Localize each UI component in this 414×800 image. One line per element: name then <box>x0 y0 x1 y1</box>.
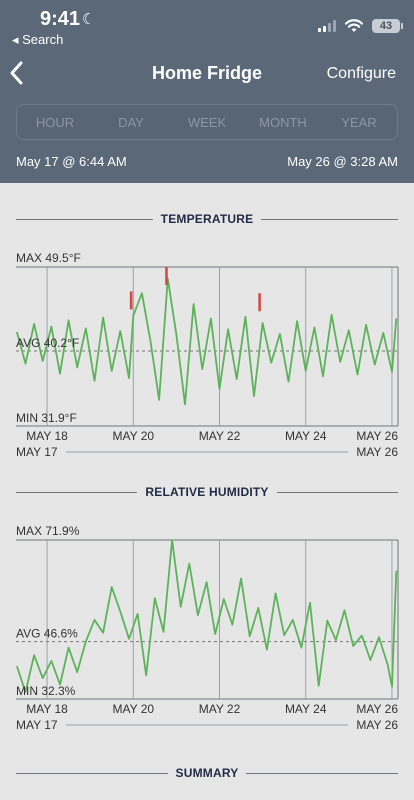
back-chevron-icon[interactable] <box>8 60 26 86</box>
segment-day[interactable]: DAY <box>118 114 144 130</box>
battery-icon: 43 <box>372 18 403 33</box>
wifi-icon <box>344 19 364 32</box>
range-start-tick: MAY 17 <box>16 445 58 459</box>
moon-icon: ☾ <box>82 11 96 28</box>
status-icons: 43 <box>318 18 403 33</box>
x-tick-label: MAY 22 <box>199 429 241 443</box>
segment-hour[interactable]: HOUR <box>35 114 75 130</box>
back-to-search-link[interactable]: ◂ Search <box>12 32 64 47</box>
avg-label: AVG 40.2°F <box>16 336 79 350</box>
x-tick-label: MAY 18 <box>26 702 68 716</box>
status-time: 9:41 <box>40 8 81 30</box>
range-end-tick: MAY 26 <box>356 718 398 732</box>
configure-button[interactable]: Configure <box>326 65 396 82</box>
divider <box>16 218 153 220</box>
max-label: MAX 49.5°F <box>16 251 81 265</box>
divider <box>276 491 398 493</box>
divider <box>261 218 398 220</box>
summary-section-title: SUMMARY <box>175 766 239 780</box>
series-line <box>16 539 398 694</box>
temperature-section-header: TEMPERATURE <box>16 210 398 228</box>
series-line <box>16 277 398 406</box>
x-tick-label: MAY 26 <box>356 702 398 716</box>
humidity-section-header: RELATIVE HUMIDITY <box>16 483 398 501</box>
summary-section-header: SUMMARY <box>16 764 399 782</box>
x-tick-label: MAY 24 <box>285 702 327 716</box>
x-tick-label: MAY 20 <box>112 702 154 716</box>
range-end-label: May 26 @ 3:28 AM <box>287 154 398 169</box>
range-end-tick: MAY 26 <box>356 445 398 459</box>
segment-year[interactable]: YEAR <box>341 114 377 130</box>
segment-week[interactable]: WEEK <box>187 114 227 130</box>
segment-month[interactable]: MONTH <box>259 114 307 130</box>
divider <box>246 772 399 774</box>
time-range-segmented-control: HOUR DAY WEEK MONTH YEAR <box>16 104 398 140</box>
divider <box>16 491 138 493</box>
x-tick-label: MAY 26 <box>356 429 398 443</box>
humidity-chart[interactable]: MAY 18 MAY 20 MAY 22 MAY 24 MAY 26 MAX 71.9% A… <box>0 513 414 753</box>
temperature-chart[interactable]: MAY 18 MAY 20 MAY 22 MAY 24 MAY 26 MAX 49.5°F… <box>0 240 414 480</box>
divider <box>16 772 168 774</box>
cellular-signal-icon <box>318 19 336 32</box>
temperature-section-title: TEMPERATURE <box>160 212 254 226</box>
max-label: MAX 71.9% <box>16 524 80 538</box>
x-tick-label: MAY 22 <box>199 702 241 716</box>
avg-label: AVG 46.6% <box>16 627 78 641</box>
humidity-section-title: RELATIVE HUMIDITY <box>145 485 269 499</box>
range-start-tick: MAY 17 <box>16 718 58 732</box>
min-label: MIN 32.3% <box>16 684 76 698</box>
x-tick-label: MAY 18 <box>26 429 68 443</box>
x-tick-label: MAY 20 <box>112 429 154 443</box>
x-tick-label: MAY 24 <box>285 429 327 443</box>
app-header: 9:41 ☾ ◂ Search 43 Home Fridge Configure… <box>0 0 414 183</box>
min-label: MIN 31.9°F <box>16 411 77 425</box>
range-start-label: May 17 @ 6:44 AM <box>16 154 127 169</box>
